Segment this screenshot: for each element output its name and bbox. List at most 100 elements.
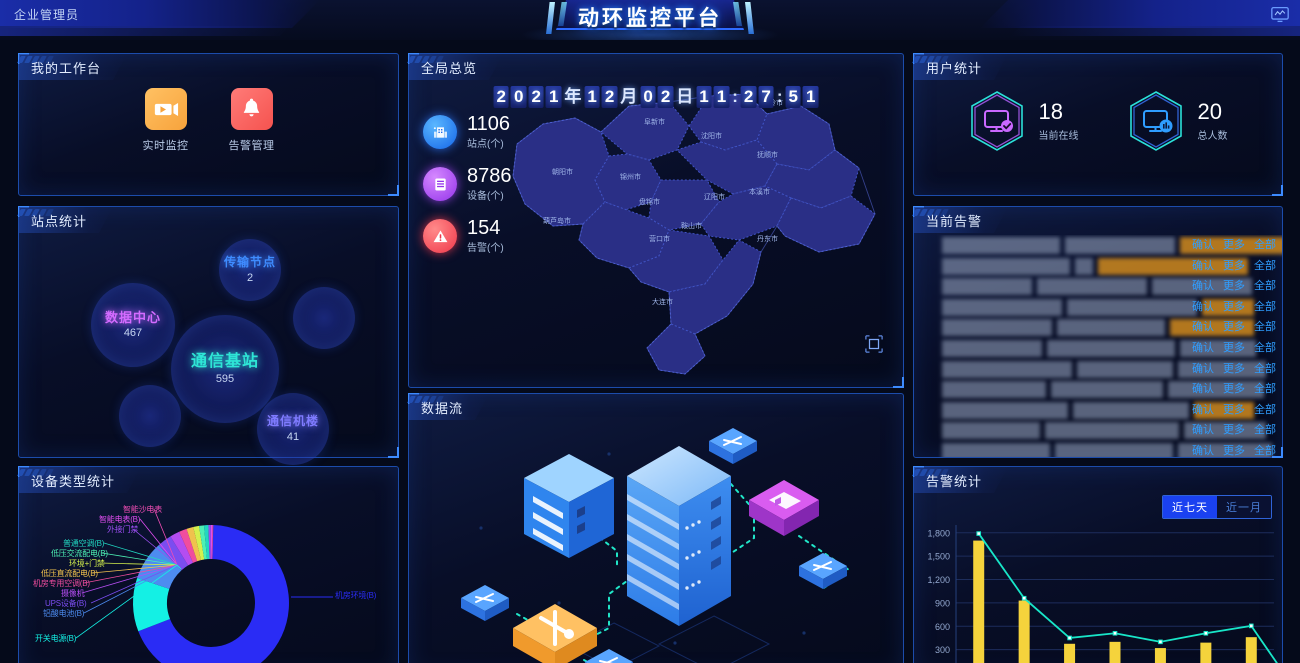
alarm-action-all[interactable]: 全部 xyxy=(1254,259,1276,272)
alarm-row[interactable]: 确认 更多 全部 xyxy=(914,235,1282,256)
alarm-action-more[interactable]: 更多 xyxy=(1223,259,1245,272)
workbench-item-realtime-monitor[interactable]: 实时监控 xyxy=(135,88,197,153)
app-title: 动环监控平台 xyxy=(578,7,722,30)
tab-last-month[interactable]: 近一月 xyxy=(1217,496,1271,518)
alarm-action-all[interactable]: 全部 xyxy=(1254,424,1276,437)
alarm-row-actions: 确认 更多 全部 xyxy=(1192,257,1276,273)
alarm-action-confirm[interactable]: 确认 xyxy=(1192,259,1214,272)
site-bubble-chart: 传输节点 2 数据中心 467 通信基站 595 通信机楼 41 xyxy=(19,233,398,465)
alarm-row[interactable]: 确认 更多 全部 xyxy=(914,441,1282,457)
current-user-label: 企业管理员 xyxy=(14,8,80,22)
donut-slice[interactable] xyxy=(193,525,205,561)
donut-slice[interactable] xyxy=(179,528,198,563)
tab-last-seven-days[interactable]: 近七天 xyxy=(1163,496,1217,518)
alarm-row[interactable]: 确认 更多 全部 xyxy=(914,400,1282,421)
donut-slice[interactable] xyxy=(138,525,289,663)
overview-stat-devices[interactable]: 8786 设备(个) xyxy=(423,166,512,202)
alarm-action-confirm[interactable]: 确认 xyxy=(1192,424,1214,437)
alarm-action-more[interactable]: 更多 xyxy=(1223,424,1245,437)
donut-slice[interactable] xyxy=(208,525,211,560)
chart-line-point[interactable] xyxy=(1067,635,1072,641)
alarm-action-confirm[interactable]: 确认 xyxy=(1192,341,1214,354)
alarm-row[interactable]: 确认 更多 全部 xyxy=(914,317,1282,338)
alarm-action-all[interactable]: 全部 xyxy=(1254,403,1276,416)
alarm-action-confirm[interactable]: 确认 xyxy=(1192,280,1214,293)
user-stat-total[interactable]: 20 总人数 xyxy=(1128,90,1228,152)
clock-char: 0 xyxy=(511,86,527,108)
alarm-action-more[interactable]: 更多 xyxy=(1223,383,1245,396)
alarm-action-all[interactable]: 全部 xyxy=(1254,383,1276,396)
alarm-row[interactable]: 确认 更多 全部 xyxy=(914,359,1282,380)
donut-slice[interactable] xyxy=(203,525,210,560)
map-city-label: 沈阳市 xyxy=(701,133,722,140)
donut-slice[interactable] xyxy=(158,536,189,571)
donut-slice[interactable] xyxy=(186,527,201,562)
chart-bar[interactable] xyxy=(1064,643,1076,663)
chart-line-point[interactable] xyxy=(976,531,982,536)
alarm-action-all[interactable]: 全部 xyxy=(1254,321,1276,334)
chart-bar[interactable] xyxy=(973,540,985,663)
alarm-action-more[interactable]: 更多 xyxy=(1223,341,1245,354)
alarm-action-confirm[interactable]: 确认 xyxy=(1192,362,1214,375)
chart-line-point[interactable] xyxy=(1021,595,1027,601)
alarm-action-all[interactable]: 全部 xyxy=(1254,239,1276,251)
clock-char: 1 xyxy=(545,86,562,108)
donut-slice[interactable] xyxy=(210,525,213,560)
alarm-action-more[interactable]: 更多 xyxy=(1223,300,1245,313)
alarm-list[interactable]: 确认 更多 全部 确认 更多 全部 确认 更多 全部 确认 更多 全部 确认 更多 全部 确认 更多 全部 确认 更多… xyxy=(914,235,1282,457)
alarm-action-all[interactable]: 全部 xyxy=(1254,444,1276,457)
alarm-redacted-segment xyxy=(942,237,1060,254)
chart-bar[interactable] xyxy=(1109,641,1121,663)
chart-bar[interactable] xyxy=(1200,642,1212,663)
site-bubble-0[interactable]: 传输节点 2 xyxy=(219,239,281,301)
chart-bar[interactable] xyxy=(1245,637,1257,663)
alarm-action-confirm[interactable]: 确认 xyxy=(1192,239,1214,251)
alarm-action-all[interactable]: 全部 xyxy=(1254,300,1276,313)
alarm-action-more[interactable]: 更多 xyxy=(1223,362,1245,375)
alarm-action-all[interactable]: 全部 xyxy=(1254,341,1276,354)
alarm-row[interactable]: 确认 更多 全部 xyxy=(914,256,1282,277)
global-overview-panel-title: 全局总览 xyxy=(409,54,503,80)
alarm-action-all[interactable]: 全部 xyxy=(1254,280,1276,293)
alarm-action-more[interactable]: 更多 xyxy=(1223,239,1245,251)
chart-line-point[interactable] xyxy=(1248,623,1254,629)
alarm-action-confirm[interactable]: 确认 xyxy=(1192,321,1214,334)
alarm-row[interactable]: 确认 更多 全部 xyxy=(914,276,1282,297)
clock-char: 2 xyxy=(601,86,618,108)
alarm-action-more[interactable]: 更多 xyxy=(1223,403,1245,416)
donut-slice[interactable] xyxy=(133,577,170,632)
chart-line-point[interactable] xyxy=(1158,639,1163,645)
alarm-action-more[interactable]: 更多 xyxy=(1223,321,1245,334)
alarm-action-more[interactable]: 更多 xyxy=(1223,444,1245,457)
alarm-row[interactable]: 确认 更多 全部 xyxy=(914,420,1282,441)
site-bubble-1[interactable]: 数据中心 467 xyxy=(91,283,175,367)
chart-bar[interactable] xyxy=(1018,600,1030,663)
site-bubble-2[interactable]: 通信基站 595 xyxy=(171,315,279,423)
donut-slice[interactable] xyxy=(199,525,208,560)
workbench-item-alarm-management[interactable]: 告警管理 xyxy=(221,88,283,153)
user-stat-online[interactable]: 18 当前在线 xyxy=(969,90,1079,152)
chart-line-point[interactable] xyxy=(1203,630,1209,636)
site-bubble-label: 通信机楼 xyxy=(266,414,319,429)
donut-slice[interactable] xyxy=(211,525,214,560)
site-bubble-3[interactable]: 通信机楼 41 xyxy=(257,393,329,465)
alarm-action-confirm[interactable]: 确认 xyxy=(1192,403,1214,416)
donut-slice[interactable] xyxy=(170,531,194,566)
chart-bar[interactable] xyxy=(1154,648,1166,663)
china-liaoning-map[interactable]: 铁岭市阜新市沈阳市抚顺市朝阳市锦州市辽阳市本溪市盘锦市葫芦岛市鞍山市丹东市营口市… xyxy=(509,84,899,384)
monitor-screen-icon[interactable] xyxy=(1270,6,1290,24)
fullscreen-focus-icon[interactable] xyxy=(865,335,883,353)
alarm-row[interactable]: 确认 更多 全部 xyxy=(914,297,1282,318)
alarm-action-all[interactable]: 全部 xyxy=(1254,362,1276,375)
alarm-action-confirm[interactable]: 确认 xyxy=(1192,383,1214,396)
alarm-action-more[interactable]: 更多 xyxy=(1223,280,1245,293)
alarm-row-actions: 确认 更多 全部 xyxy=(1192,401,1276,417)
overview-stat-alarms[interactable]: 154 告警(个) xyxy=(423,218,512,254)
alarm-row[interactable]: 确认 更多 全部 xyxy=(914,379,1282,400)
app-title-container: 动环监控平台 xyxy=(540,0,760,34)
overview-stat-sites[interactable]: 1106 站点(个) xyxy=(423,114,512,150)
chart-line-point[interactable] xyxy=(1112,630,1118,636)
alarm-action-confirm[interactable]: 确认 xyxy=(1192,300,1214,313)
alarm-row[interactable]: 确认 更多 全部 xyxy=(914,338,1282,359)
alarm-action-confirm[interactable]: 确认 xyxy=(1192,444,1214,457)
